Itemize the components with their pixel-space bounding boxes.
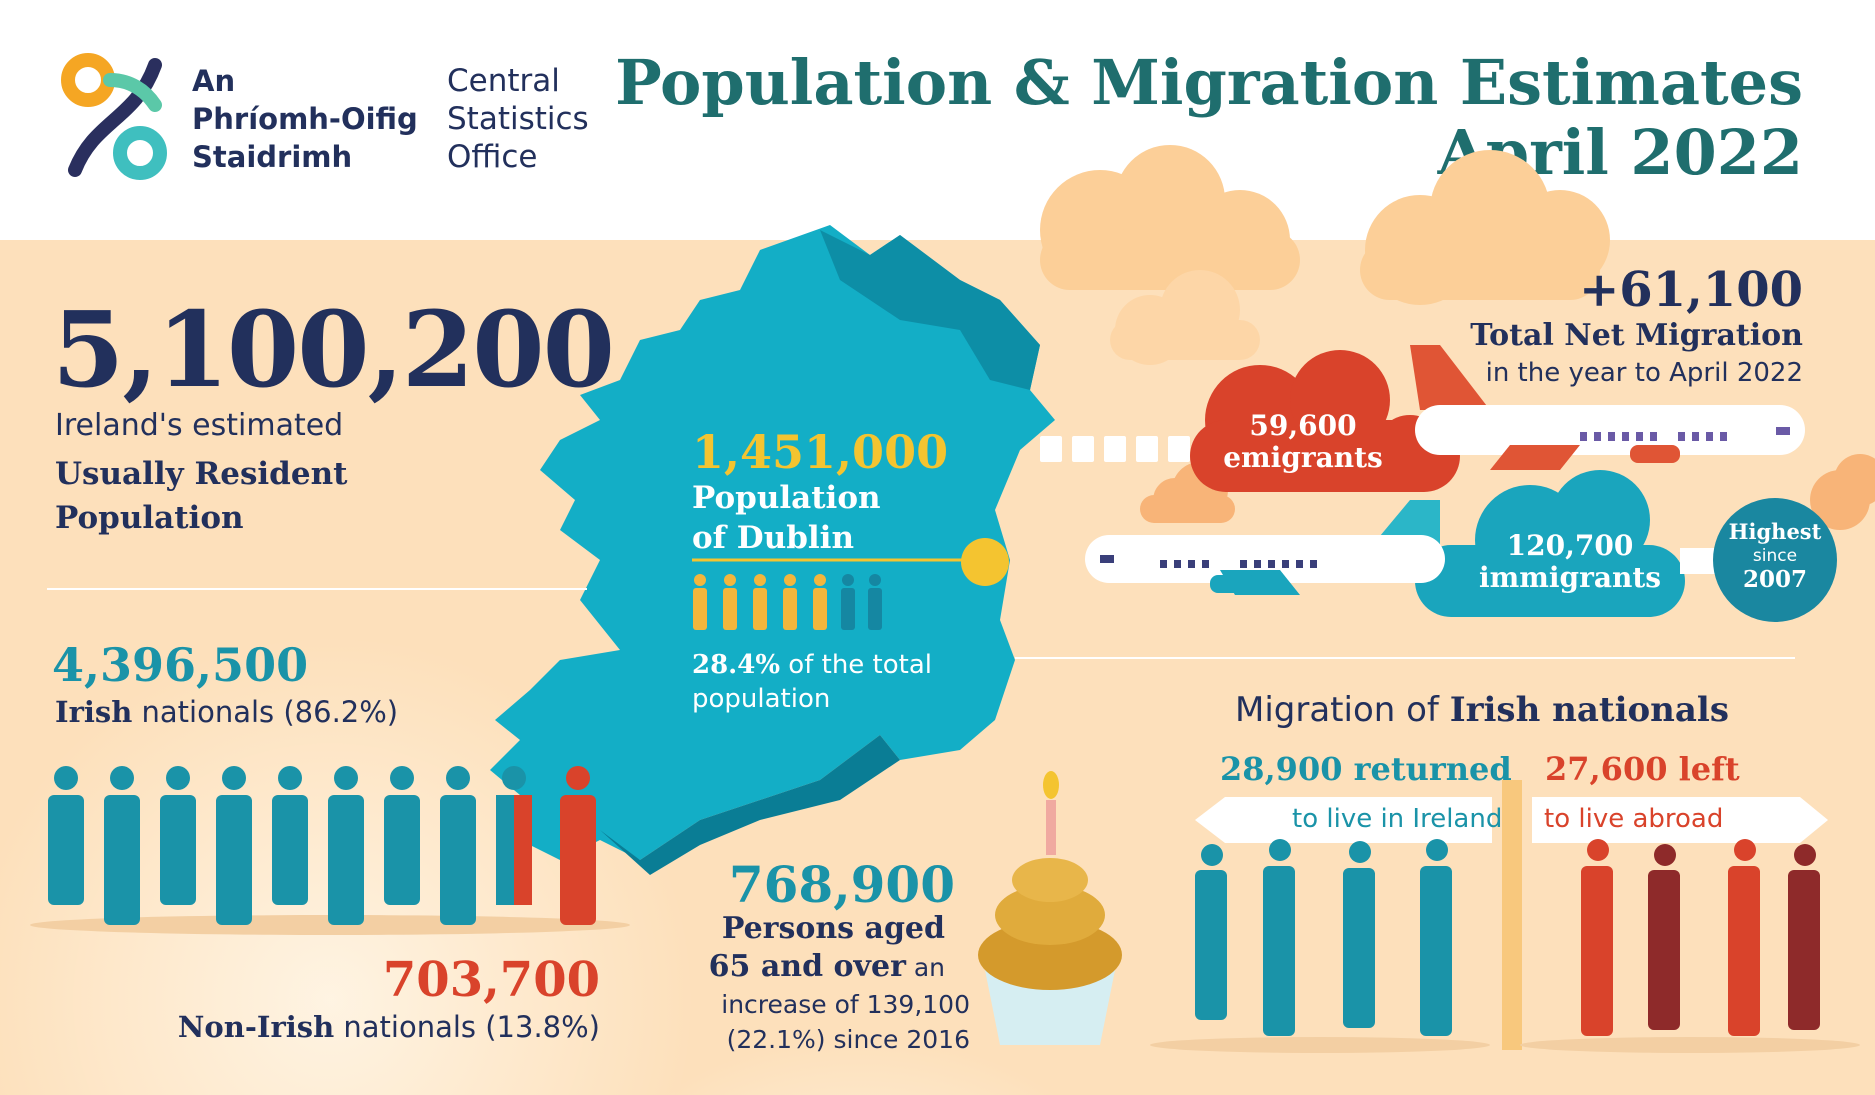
airplane-icon [1410, 345, 1805, 470]
left-count: 27,600 left [1545, 750, 1740, 788]
net-migration-label: Total Net Migration [1470, 318, 1803, 353]
cloud-icon [1110, 270, 1260, 365]
net-migration-sub: in the year to April 2022 [1485, 358, 1803, 388]
population-total: 5,100,200 [52, 288, 615, 411]
nationality-people-icons [30, 766, 630, 935]
irish-count: 4,396,500 [52, 638, 309, 692]
population-label-bold: Usually Resident Population [55, 456, 348, 536]
page-title: Population & Migration Estimates April 2… [615, 46, 1803, 189]
cloud-icon [1040, 145, 1610, 305]
header: An Phríomh-Oifig Staidrimh Central Stati… [0, 0, 1875, 240]
emigrants-cloud [1190, 350, 1460, 492]
dublin-percent: 28.4% of the total population [692, 650, 933, 714]
logo-irish-name: An Phríomh-Oifig Staidrimh [192, 64, 418, 174]
flight-trail [1040, 436, 1190, 462]
dublin-count: 1,451,000 [692, 425, 949, 479]
signpost-icon [1195, 780, 1828, 1050]
logo-english-name: Central Statistics Office [447, 63, 589, 175]
dublin-people-icons [693, 574, 882, 630]
dublin-marker [961, 538, 1009, 586]
sign-abroad: to live abroad [1544, 804, 1724, 834]
non-irish-count: 703,700 [382, 952, 600, 1008]
airplane-icon [1085, 500, 1445, 595]
irish-migration-title: Migration of Irish nationals [1235, 690, 1729, 730]
left-people-icons [1520, 839, 1860, 1053]
cso-logo-icon [61, 53, 167, 180]
ireland-map [490, 225, 1055, 875]
highest-badge [1713, 498, 1837, 622]
returned-people-icons [1150, 839, 1490, 1053]
sign-to-ireland: to live in Ireland [1292, 804, 1503, 834]
immigrants-stat: 120,700 immigrants [1478, 529, 1662, 594]
dublin-label: Population of Dublin [692, 480, 881, 556]
immigrants-cloud [1415, 470, 1685, 617]
irish-label: Irish nationals (86.2%) [55, 695, 399, 729]
elderly-count: 768,900 [728, 855, 955, 914]
emigrants-stat: 59,600 emigrants [1223, 409, 1383, 474]
non-irish-label: Non-Irish nationals (13.8%) [177, 1010, 600, 1044]
elderly-label: Persons aged 65 and over an [708, 911, 945, 984]
highest-since-badge: Highest since 2007 [1728, 519, 1822, 593]
returned-count: 28,900 returned [1220, 750, 1512, 788]
population-label: Ireland's estimated [55, 408, 344, 443]
cupcake-icon [978, 771, 1122, 1045]
net-migration-value: +61,100 [1579, 262, 1803, 318]
elderly-increase: increase of 139,100 (22.1%) since 2016 [721, 990, 970, 1054]
